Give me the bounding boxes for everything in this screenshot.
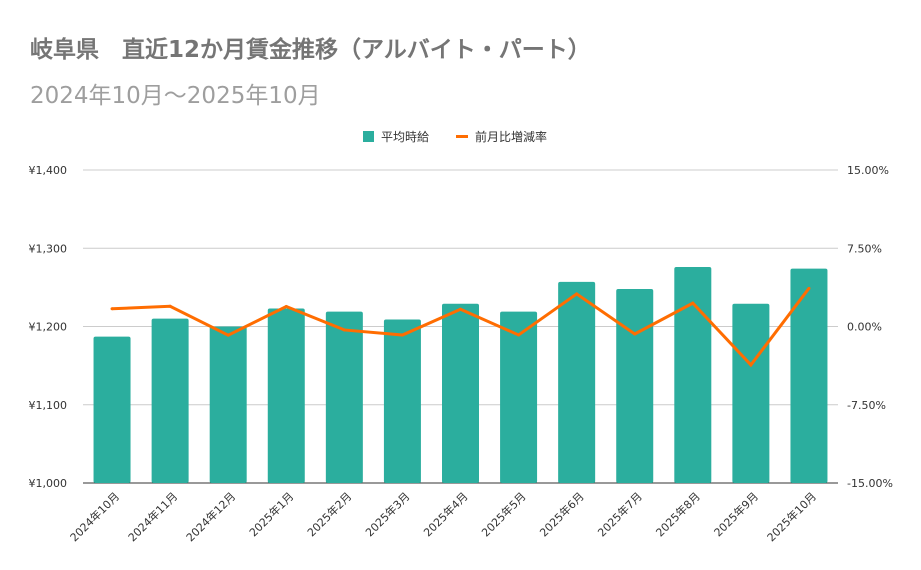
legend: 平均時給 前月比増減率 — [363, 129, 547, 144]
line-point — [459, 307, 462, 311]
left-tick-label: ¥1,100 — [29, 399, 68, 412]
x-tick-label: 2025年1月 — [246, 489, 296, 539]
bar — [383, 319, 421, 483]
x-tick-label: 2024年12月 — [183, 489, 238, 544]
bar — [209, 326, 247, 483]
legend-swatch-bar — [363, 131, 374, 142]
bar — [732, 303, 770, 483]
bar — [616, 288, 654, 483]
x-tick-label: 2025年3月 — [362, 489, 412, 539]
chart-title: 岐阜県 直近12か月賃金推移（アルバイト・パート） — [30, 37, 591, 63]
bar — [325, 311, 363, 483]
line-point — [284, 304, 288, 308]
line-point — [633, 332, 637, 336]
right-tick-label: -7.50% — [847, 399, 886, 412]
line-point — [342, 328, 346, 332]
line-point — [168, 304, 172, 308]
line-point — [110, 307, 114, 311]
legend-swatch-line — [456, 135, 468, 138]
x-tick-label: 2025年6月 — [537, 489, 587, 539]
bar — [442, 303, 479, 483]
x-tick-label: 2024年11月 — [125, 489, 180, 544]
line-point — [400, 333, 404, 337]
bar — [790, 268, 828, 483]
line-point — [691, 301, 695, 305]
right-tick-label: 0.00% — [847, 321, 882, 334]
line-point — [517, 333, 521, 337]
left-tick-label: ¥1,400 — [29, 164, 68, 177]
chart-subtitle: 2024年10月～2025年10月 — [30, 83, 321, 109]
x-tick-label: 2025年4月 — [420, 489, 470, 539]
line-point — [575, 292, 579, 296]
bar — [558, 281, 596, 483]
line-point — [807, 286, 811, 290]
x-tick-label: 2025年9月 — [711, 489, 761, 539]
bar — [500, 311, 538, 483]
x-tick-label: 2025年8月 — [653, 489, 703, 539]
x-tick-label: 2024年10月 — [67, 489, 122, 544]
right-tick-label: 15.00% — [847, 164, 889, 177]
left-tick-label: ¥1,300 — [29, 242, 68, 255]
x-tick-label: 2025年10月 — [764, 489, 819, 544]
legend-label-bar: 平均時給 — [381, 130, 429, 144]
line-point — [226, 333, 230, 337]
left-tick-label: ¥1,000 — [29, 477, 68, 490]
bar — [151, 318, 189, 483]
line-point — [749, 363, 753, 367]
right-tick-label: 7.50% — [847, 242, 882, 255]
x-tick-label: 2025年5月 — [478, 489, 528, 539]
x-tick-label: 2025年7月 — [595, 489, 645, 539]
left-tick-label: ¥1,200 — [29, 321, 68, 334]
bar — [674, 267, 712, 483]
bar — [93, 336, 131, 483]
right-tick-label: -15.00% — [847, 477, 893, 490]
bar — [267, 308, 305, 483]
x-tick-label: 2025年2月 — [304, 489, 354, 539]
legend-label-line: 前月比増減率 — [475, 129, 547, 144]
